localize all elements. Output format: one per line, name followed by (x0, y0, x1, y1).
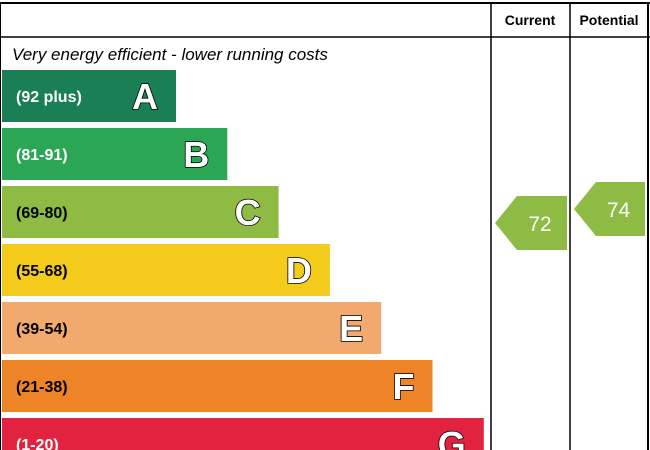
band-g-letter: G (438, 424, 466, 450)
band-b-letter: B (183, 134, 209, 175)
band-e-range: (39-54) (16, 321, 68, 338)
rating-markers: 72 74 (495, 182, 645, 250)
band-a-bar (2, 70, 176, 122)
band-c-letter: C (235, 192, 261, 233)
rating-bands: (92 plus) A (81-91) B (69-80) C (55-68) D (39-54… (2, 70, 484, 450)
current-rating-arrow (495, 196, 567, 250)
band-g-range: (1-20) (16, 437, 59, 450)
band-e-bar (2, 302, 382, 354)
potential-rating-arrow (574, 182, 645, 236)
band-b-range: (81-91) (16, 147, 68, 164)
band-d-bar (2, 244, 330, 296)
band-d-range: (55-68) (16, 263, 68, 280)
band-f-range: (21-38) (16, 379, 68, 396)
current-rating-value: 72 (528, 213, 551, 236)
band-f-letter: F (393, 366, 415, 407)
band-c-range: (69-80) (16, 205, 68, 222)
band-c-bar (2, 186, 279, 238)
band-a-letter: A (132, 76, 158, 117)
band-e-letter: E (339, 308, 363, 349)
efficiency-note: Very energy efficient - lower running co… (12, 45, 328, 64)
potential-column-header: Potential (579, 12, 638, 28)
band-a-range: (92 plus) (16, 89, 82, 106)
potential-rating-value: 74 (607, 199, 631, 222)
band-g-bar (2, 418, 484, 450)
band-f-bar (2, 360, 433, 412)
current-column-header: Current (505, 12, 556, 28)
band-d-letter: D (286, 250, 312, 291)
band-b-bar (2, 128, 228, 180)
